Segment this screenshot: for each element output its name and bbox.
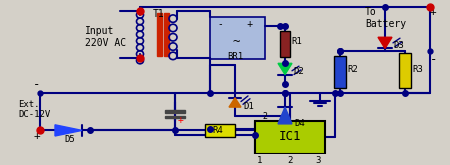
Text: D2: D2 bbox=[293, 67, 304, 76]
Text: R4: R4 bbox=[212, 126, 223, 135]
Text: IC1: IC1 bbox=[279, 130, 301, 143]
Text: 3: 3 bbox=[315, 156, 321, 165]
Bar bbox=[210, 17, 265, 59]
Polygon shape bbox=[55, 125, 82, 136]
Bar bbox=[157, 13, 162, 56]
Text: -: - bbox=[430, 53, 437, 66]
Bar bbox=[164, 13, 169, 56]
Text: D1: D1 bbox=[243, 102, 254, 112]
Text: Ext.
DC-12V: Ext. DC-12V bbox=[18, 100, 50, 119]
Polygon shape bbox=[229, 98, 241, 107]
Bar bbox=[334, 56, 346, 88]
Text: 1: 1 bbox=[257, 156, 262, 165]
Text: D4: D4 bbox=[294, 119, 305, 128]
Bar bbox=[399, 53, 411, 88]
Text: 2: 2 bbox=[287, 156, 292, 165]
Bar bbox=[205, 124, 235, 137]
Text: ~: ~ bbox=[218, 35, 240, 48]
Bar bbox=[280, 31, 290, 57]
Text: +: + bbox=[33, 131, 40, 141]
Text: +: + bbox=[430, 7, 437, 16]
Polygon shape bbox=[278, 63, 292, 75]
Polygon shape bbox=[378, 37, 392, 49]
Text: R3: R3 bbox=[412, 65, 423, 74]
Text: D5: D5 bbox=[65, 135, 76, 144]
Text: -: - bbox=[32, 78, 40, 91]
Text: BR1: BR1 bbox=[227, 52, 243, 61]
Text: To
Battery: To Battery bbox=[365, 7, 406, 29]
Text: 2: 2 bbox=[262, 112, 267, 121]
Text: +: + bbox=[178, 115, 184, 125]
Text: R1: R1 bbox=[291, 37, 302, 46]
Bar bbox=[165, 110, 185, 113]
Text: R2: R2 bbox=[347, 65, 358, 74]
Bar bbox=[255, 121, 325, 154]
Text: D3: D3 bbox=[393, 41, 404, 50]
Text: Input
220V AC: Input 220V AC bbox=[85, 26, 126, 48]
Text: T1: T1 bbox=[153, 9, 165, 19]
Text: -    +: - + bbox=[212, 19, 253, 29]
Polygon shape bbox=[278, 107, 292, 124]
Bar bbox=[165, 115, 185, 118]
